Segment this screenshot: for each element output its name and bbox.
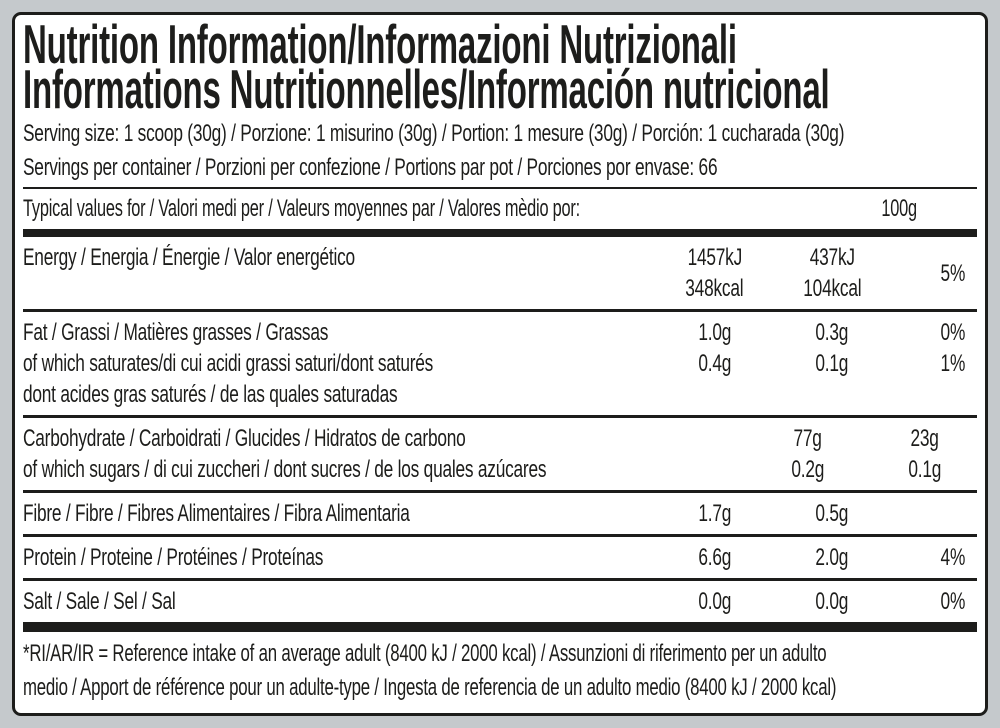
row-label-line: Protein / Proteine / Protéines / Proteín… xyxy=(23,544,324,571)
value-100g: 1.0g 0.4g xyxy=(657,317,772,410)
nutrition-label-card: Nutrition Information/Informazioni Nutri… xyxy=(12,12,988,716)
row-label-line: Fibre / Fibre / Fibres Alimentaires / Fi… xyxy=(23,500,410,527)
value-ri-line: 0% xyxy=(940,588,965,615)
value-ri-line: 5% xyxy=(940,259,965,287)
value-ri: 0% 1% xyxy=(892,317,977,410)
table-row-fat: Fat / Grassi / Matières grasses / Grassa… xyxy=(23,312,977,415)
value-100g: 77g 0.2g xyxy=(750,423,865,485)
value-30g-line: 0.1g xyxy=(815,350,849,377)
row-label-line: Carbohydrate / Carboidrati / Glucides / … xyxy=(23,425,466,452)
value-30g-line: 0.3g xyxy=(815,319,849,346)
serving-info: Serving size: 1 scoop (30g) / Porzione: … xyxy=(23,117,977,185)
page-title: Nutrition Information/Informazioni Nutri… xyxy=(23,13,977,120)
value-ri: 4% xyxy=(892,542,977,573)
divider-above-header xyxy=(23,187,977,189)
row-divider xyxy=(23,309,977,312)
value-100g-line: 77g xyxy=(793,425,822,452)
value-100g: 1457kJ 348kcal xyxy=(657,242,772,304)
row-label-line: dont acides gras saturés / de las quales… xyxy=(23,381,398,408)
row-divider xyxy=(23,415,977,418)
value-30g: 2.0g xyxy=(772,542,892,573)
value-30g: 0.3g 0.1g xyxy=(772,317,892,410)
value-100g-line: 0.2g xyxy=(790,456,824,483)
value-30g: 0.0g xyxy=(772,586,892,617)
value-100g: 1.7g xyxy=(657,498,772,529)
value-30g-line: 104kcal xyxy=(802,275,862,302)
value-30g-line: 437kJ xyxy=(809,244,855,271)
value-ri-line: 9% xyxy=(985,423,986,454)
value-30g-line: 2.0g xyxy=(815,544,849,571)
row-label-line: Salt / Sale / Sel / Sal xyxy=(23,588,176,615)
row-label: Salt / Sale / Sel / Sal xyxy=(23,586,657,617)
nutrition-table-body: Energy / Energia / Énergie / Valor energ… xyxy=(23,237,977,622)
value-30g-line: 0.0g xyxy=(815,588,849,615)
table-row-fibre: Fibre / Fibre / Fibres Alimentaires / Fi… xyxy=(23,493,977,534)
row-divider xyxy=(23,578,977,581)
col-header-100g: 100g xyxy=(881,195,918,222)
row-label-line: Energy / Energia / Énergie / Valor energ… xyxy=(23,244,355,271)
value-30g-line: 23g xyxy=(910,425,939,452)
row-label: Fat / Grassi / Matières grasses / Grassa… xyxy=(23,317,657,410)
value-100g-line: 0.4g xyxy=(698,350,731,377)
value-ri-line: 0% xyxy=(940,319,965,346)
footnote-line-1: *RI/AR/IR = Reference intake of an avera… xyxy=(23,640,827,667)
value-ri-line: 1% xyxy=(940,350,965,377)
table-row-salt: Salt / Sale / Sel / Sal 0.0g 0.0g 0% xyxy=(23,581,977,622)
value-100g-line: 1.0g xyxy=(698,319,731,346)
value-100g: 0.0g xyxy=(657,586,772,617)
row-divider xyxy=(23,534,977,537)
value-ri: 9%0% xyxy=(985,423,986,485)
divider-below-header xyxy=(23,229,977,237)
value-30g-line: 0.5g xyxy=(815,500,849,527)
row-label-line: Fat / Grassi / Matières grasses / Grassa… xyxy=(23,319,329,346)
table-row-protein: Protein / Proteine / Protéines / Proteín… xyxy=(23,537,977,578)
servings-per-container-text: Servings per container / Porzioni per co… xyxy=(23,154,718,181)
serving-size-text: Serving size: 1 scoop (30g) / Porzione: … xyxy=(23,120,845,147)
value-ri: 0% xyxy=(892,586,977,617)
divider-above-footnote xyxy=(23,622,977,632)
row-divider xyxy=(23,490,977,493)
row-label: Fibre / Fibre / Fibres Alimentaires / Fi… xyxy=(23,498,657,529)
footnote-line-2: medio / Apport de référence pour un adul… xyxy=(23,674,837,701)
value-100g-line: 1.7g xyxy=(698,500,731,527)
row-label-line: of which saturates/di cui acidi grassi s… xyxy=(23,350,434,377)
value-100g-line: 0.0g xyxy=(698,588,731,615)
table-row-energy: Energy / Energia / Énergie / Valor energ… xyxy=(23,237,977,309)
value-ri-line: 4% xyxy=(940,544,965,571)
value-100g-line: 6.6g xyxy=(698,544,731,571)
row-label: Protein / Proteine / Protéines / Proteín… xyxy=(23,542,657,573)
value-ri xyxy=(892,498,977,529)
value-ri: 5% xyxy=(892,242,977,304)
value-100g-line: 1457kJ xyxy=(687,244,742,271)
title-line-2: Informations Nutritionnelles/Información… xyxy=(23,58,830,120)
col-header-typical-values: Typical values for / Valori medi per / V… xyxy=(23,195,580,222)
value-30g: 23g 0.1g xyxy=(865,423,985,485)
table-header-row: Typical values for / Valori medi per / V… xyxy=(23,189,977,229)
value-100g-line: 348kcal xyxy=(685,275,744,302)
footnote: *RI/AR/IR = Reference intake of an avera… xyxy=(23,632,977,705)
row-label: Energy / Energia / Énergie / Valor energ… xyxy=(23,242,657,304)
value-100g: 6.6g xyxy=(657,542,772,573)
table-row-carbohydrate: Carbohydrate / Carboidrati / Glucides / … xyxy=(23,418,977,490)
col-header-30g: 30g xyxy=(957,190,985,228)
row-label: Carbohydrate / Carboidrati / Glucides / … xyxy=(23,423,750,485)
title-line-1: Nutrition Information/Informazioni Nutri… xyxy=(23,13,737,75)
row-label-line: of which sugars / di cui zuccheri / dont… xyxy=(23,456,547,483)
value-30g: 0.5g xyxy=(772,498,892,529)
value-ri-line: 0% xyxy=(985,454,986,485)
value-30g: 437kJ 104kcal xyxy=(772,242,892,304)
value-30g-line: 0.1g xyxy=(908,456,942,483)
